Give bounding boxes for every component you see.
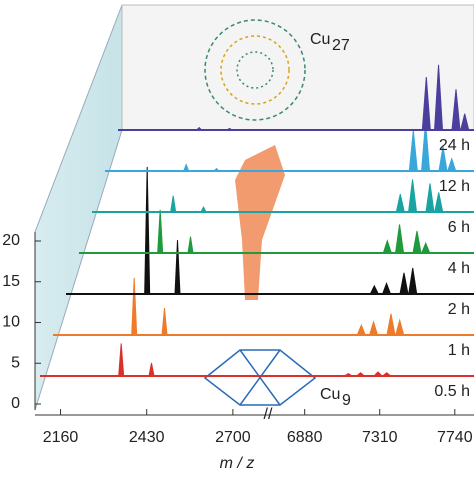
peak bbox=[368, 320, 379, 336]
y-tick-label: 20 bbox=[2, 232, 20, 249]
x-tick-label: 2700 bbox=[215, 429, 251, 446]
series-label: 12 h bbox=[439, 178, 470, 195]
peak bbox=[118, 343, 125, 377]
peak bbox=[372, 371, 384, 377]
x-tick-label: 6880 bbox=[287, 429, 323, 446]
trace bbox=[92, 179, 474, 213]
side-wall bbox=[34, 4, 123, 411]
annotation: Cu bbox=[310, 31, 330, 48]
x-tick-label: 7740 bbox=[437, 429, 473, 446]
trace bbox=[118, 64, 474, 131]
y-tick-label: 10 bbox=[2, 314, 20, 331]
back-wall bbox=[121, 4, 474, 131]
x-tick-label: 2430 bbox=[129, 429, 165, 446]
peak bbox=[381, 281, 392, 295]
peak bbox=[187, 236, 194, 254]
series-label: 0.5 h bbox=[434, 383, 470, 400]
peak bbox=[174, 240, 181, 295]
peak bbox=[148, 362, 155, 377]
cu27-structure bbox=[204, 19, 306, 121]
peak bbox=[342, 372, 355, 377]
trace bbox=[53, 277, 474, 336]
peak bbox=[386, 313, 396, 336]
trace bbox=[105, 122, 474, 172]
peak bbox=[395, 318, 405, 336]
peak bbox=[412, 230, 422, 254]
peak bbox=[355, 372, 366, 377]
series-label: 6 h bbox=[448, 219, 470, 236]
annotation-sub: 27 bbox=[332, 37, 350, 54]
peak bbox=[425, 183, 435, 213]
peak bbox=[381, 372, 393, 377]
peak bbox=[421, 76, 431, 131]
cu9-structure bbox=[203, 349, 317, 406]
peak bbox=[356, 323, 367, 336]
peak bbox=[161, 308, 168, 336]
peak bbox=[157, 209, 164, 254]
y-tick-label: 0 bbox=[11, 395, 20, 412]
peak bbox=[447, 157, 457, 172]
series-label: 24 h bbox=[439, 137, 470, 154]
x-tick-label: 2160 bbox=[43, 429, 79, 446]
y-tick-label: 15 bbox=[2, 273, 20, 290]
peak bbox=[382, 239, 393, 254]
peak bbox=[451, 89, 461, 131]
peak bbox=[460, 113, 470, 131]
series-label: 1 h bbox=[448, 342, 470, 359]
peak bbox=[407, 179, 418, 213]
peak bbox=[195, 126, 203, 131]
y-tick-label: 5 bbox=[11, 354, 20, 371]
peak bbox=[408, 130, 418, 172]
trace bbox=[40, 343, 474, 377]
x-tick-label: 7310 bbox=[362, 429, 398, 446]
peak bbox=[200, 206, 207, 213]
trace bbox=[79, 209, 474, 254]
peak bbox=[182, 163, 190, 172]
x-axis-label: m / z bbox=[220, 455, 255, 472]
peak bbox=[438, 146, 448, 172]
annotation-sub: 9 bbox=[342, 392, 351, 409]
peak bbox=[434, 192, 444, 213]
peak bbox=[369, 284, 380, 295]
peak bbox=[395, 193, 405, 213]
trace bbox=[66, 166, 474, 295]
peak bbox=[399, 272, 409, 295]
series-label: 2 h bbox=[448, 301, 470, 318]
peak bbox=[170, 195, 177, 213]
peak bbox=[144, 166, 151, 295]
peak bbox=[420, 122, 431, 172]
arrow-decoration bbox=[235, 145, 285, 300]
peak bbox=[212, 167, 221, 172]
peak bbox=[434, 64, 444, 131]
peak bbox=[225, 127, 234, 131]
axis-break: // bbox=[264, 406, 273, 423]
annotation: Cu bbox=[320, 386, 340, 403]
peak bbox=[408, 267, 418, 295]
series-label: 4 h bbox=[448, 260, 470, 277]
peak bbox=[394, 224, 405, 254]
peak bbox=[131, 277, 138, 336]
peak bbox=[420, 241, 431, 254]
